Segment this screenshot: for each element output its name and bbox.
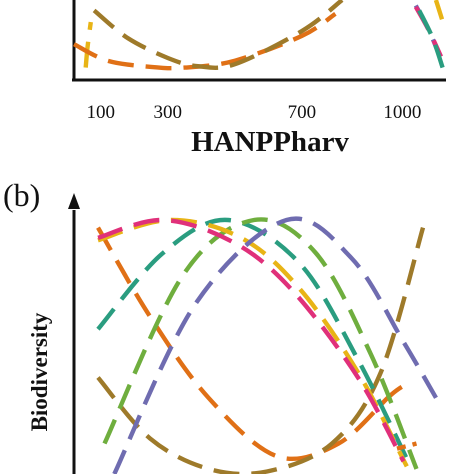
panel-a-x-tick-label: 300 bbox=[154, 102, 183, 123]
panel-b-label: (b) bbox=[3, 177, 40, 213]
panel-b-y-axis-arrowhead bbox=[68, 193, 80, 209]
panel-b-y-axis-title: Biodiversity bbox=[27, 312, 52, 431]
panel-b-series-group bbox=[96, 216, 438, 474]
panel-a-x-tick-labels: 100 300 700 1000 bbox=[87, 102, 422, 123]
panel-b-series-line-7 bbox=[112, 216, 438, 474]
panel-a-series-line-3 bbox=[92, 0, 344, 70]
panel-a-x-tick-label: 700 bbox=[288, 102, 317, 123]
panel-b-series-line-8 bbox=[396, 441, 418, 451]
panel-a-x-tick-label: 1000 bbox=[383, 102, 421, 123]
panel-a-chart: 100 300 700 1000 HANPPharv bbox=[72, 0, 446, 158]
panel-b-chart: (b) Biodiversity bbox=[3, 177, 438, 474]
panel-a-series-group bbox=[72, 0, 445, 71]
panel-a-x-tick-label: 100 bbox=[87, 102, 116, 123]
panel-b-series-line-5 bbox=[97, 217, 409, 468]
panel-a-series-line-2 bbox=[72, 11, 337, 71]
panel-a-series-line-6 bbox=[417, 9, 445, 69]
panel-a-series-line-7 bbox=[433, 0, 445, 20]
panel-b-series-line-6 bbox=[97, 217, 406, 463]
panel-b-series-line-4 bbox=[102, 217, 419, 470]
panel-a-series-line-1 bbox=[83, 21, 93, 68]
panel-a-x-axis-title: HANPPharv bbox=[191, 126, 349, 158]
panel-b-series-line-1 bbox=[96, 226, 412, 462]
panel-b-series-line-3 bbox=[96, 217, 409, 460]
panel-b-series-line-2 bbox=[96, 226, 426, 474]
